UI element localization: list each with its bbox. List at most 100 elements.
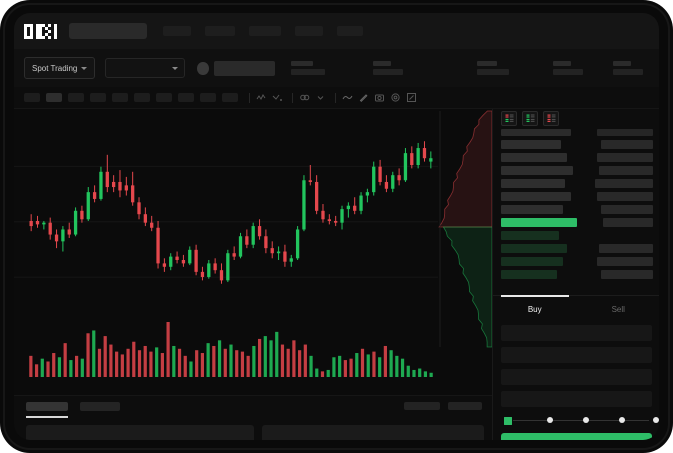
order-book-row-bid[interactable] xyxy=(501,257,653,266)
order-book-price-bar xyxy=(501,179,565,188)
indicator-icon[interactable] xyxy=(255,91,268,104)
nav-item-1[interactable] xyxy=(163,26,191,36)
trading-pair-selector[interactable] xyxy=(105,58,186,78)
tab-buy[interactable]: Buy xyxy=(493,295,577,323)
order-book-row-spread[interactable] xyxy=(501,218,653,227)
percent-slider-handle[interactable] xyxy=(503,416,513,426)
orderbook-asks-icon[interactable] xyxy=(543,111,559,126)
tab-sell[interactable]: Sell xyxy=(577,295,660,323)
percent-slider[interactable] xyxy=(503,415,659,426)
percent-stop-100[interactable] xyxy=(653,417,659,423)
bottom-content-block-1 xyxy=(262,425,484,440)
orderbook-both-icon[interactable] xyxy=(501,111,517,126)
compare-icon[interactable] xyxy=(298,91,311,104)
toolbar-divider xyxy=(249,92,250,103)
order-book-mode-row xyxy=(501,111,559,126)
timeframe-button-8[interactable] xyxy=(200,93,216,102)
volume-histogram xyxy=(29,322,433,377)
chevron-down-icon xyxy=(172,66,179,70)
screen: Spot Trading xyxy=(14,13,659,440)
market-stat-1 xyxy=(373,61,403,75)
candlestick-chart[interactable] xyxy=(14,109,492,314)
bottom-action-1[interactable] xyxy=(448,402,482,410)
timeframe-button-3[interactable] xyxy=(90,93,106,102)
toolbar-divider xyxy=(335,92,336,103)
total-field[interactable] xyxy=(501,391,652,407)
order-book-price-bar xyxy=(501,153,567,162)
bottom-action-0[interactable] xyxy=(404,402,440,410)
fullscreen-icon[interactable] xyxy=(405,91,418,104)
bottom-tab-open-orders[interactable] xyxy=(26,402,68,411)
order-book-price-bar xyxy=(501,205,563,214)
nav-item-5[interactable] xyxy=(337,26,363,36)
order-book-amount-bar xyxy=(595,179,653,188)
order-book-price-bar xyxy=(501,231,559,240)
order-book-row-bid[interactable] xyxy=(501,244,653,253)
order-book-price-bar xyxy=(501,218,577,227)
timeframe-button-1[interactable] xyxy=(46,93,62,102)
order-entry-form xyxy=(493,323,659,440)
chevron-down-icon[interactable] xyxy=(314,91,327,104)
order-book-price-bar xyxy=(501,192,571,201)
market-stat-0 xyxy=(291,61,325,75)
percent-stop-75[interactable] xyxy=(619,417,625,423)
okx-logo[interactable] xyxy=(24,23,57,39)
order-book-row-ask[interactable] xyxy=(501,140,653,149)
nav-item-3[interactable] xyxy=(249,26,281,36)
bottom-tab-order-history[interactable] xyxy=(80,402,120,411)
order-book-price-bar xyxy=(501,166,573,175)
nav-item-4[interactable] xyxy=(295,26,323,36)
order-book-amount-bar xyxy=(601,270,653,279)
timeframe-button-0[interactable] xyxy=(24,93,40,102)
order-book-amount-bar xyxy=(597,257,653,266)
tab-buy-label: Buy xyxy=(527,304,542,314)
spot-trading-selector[interactable]: Spot Trading xyxy=(24,57,96,79)
chart-type-icon[interactable] xyxy=(341,91,354,104)
percent-stop-50[interactable] xyxy=(583,417,589,423)
nav-item-2[interactable] xyxy=(205,26,235,36)
spot-trading-label: Spot Trading xyxy=(32,63,78,73)
order-book-amount-bar xyxy=(601,140,653,149)
order-book-row-ask[interactable] xyxy=(501,153,653,162)
orderbook-bids-icon[interactable] xyxy=(522,111,538,126)
order-book-amount-bar xyxy=(599,244,653,253)
tab-sell-label: Sell xyxy=(611,304,625,314)
bottom-content-block-0 xyxy=(26,425,254,440)
amount-field[interactable] xyxy=(501,369,652,385)
market-stat-2 xyxy=(477,61,509,75)
order-book-amount-label xyxy=(597,129,653,136)
order-book-row-ask[interactable] xyxy=(501,205,653,214)
order-book-row-bid[interactable] xyxy=(501,270,653,279)
bottom-tab-active-underline xyxy=(26,416,68,418)
order-book-row-ask[interactable] xyxy=(501,192,653,201)
timeframe-button-2[interactable] xyxy=(68,93,84,102)
price-field[interactable] xyxy=(501,347,652,363)
settings-icon[interactable] xyxy=(389,91,402,104)
timeframe-button-5[interactable] xyxy=(134,93,150,102)
timeframe-button-4[interactable] xyxy=(112,93,128,102)
order-book-amount-bar xyxy=(599,166,653,175)
market-stat-4 xyxy=(613,61,643,75)
market-stat-3 xyxy=(553,61,583,75)
timeframe-button-7[interactable] xyxy=(178,93,194,102)
global-search-input[interactable] xyxy=(69,23,147,39)
percent-slider-track xyxy=(507,419,649,421)
order-book-amount-bar xyxy=(603,218,653,227)
timeframe-button-9[interactable] xyxy=(222,93,238,102)
last-price-display xyxy=(213,60,275,76)
price-chart-area[interactable] xyxy=(14,109,492,395)
place-buy-order-button[interactable] xyxy=(501,433,652,440)
trendline-icon[interactable] xyxy=(271,91,284,104)
order-book-row-ask[interactable] xyxy=(501,179,653,188)
percent-stop-25[interactable] xyxy=(547,417,553,423)
order-book-divider xyxy=(493,295,659,296)
chevron-down-icon xyxy=(81,66,88,70)
order-book-header xyxy=(501,129,653,136)
drawing-tool-icon[interactable] xyxy=(357,91,370,104)
order-book-row-ask[interactable] xyxy=(501,166,653,175)
timeframe-button-6[interactable] xyxy=(156,93,172,102)
order-type-field[interactable] xyxy=(501,325,652,341)
camera-icon[interactable] xyxy=(373,91,386,104)
order-book-price-bar xyxy=(501,244,567,253)
order-book-row-bid[interactable] xyxy=(501,231,653,240)
